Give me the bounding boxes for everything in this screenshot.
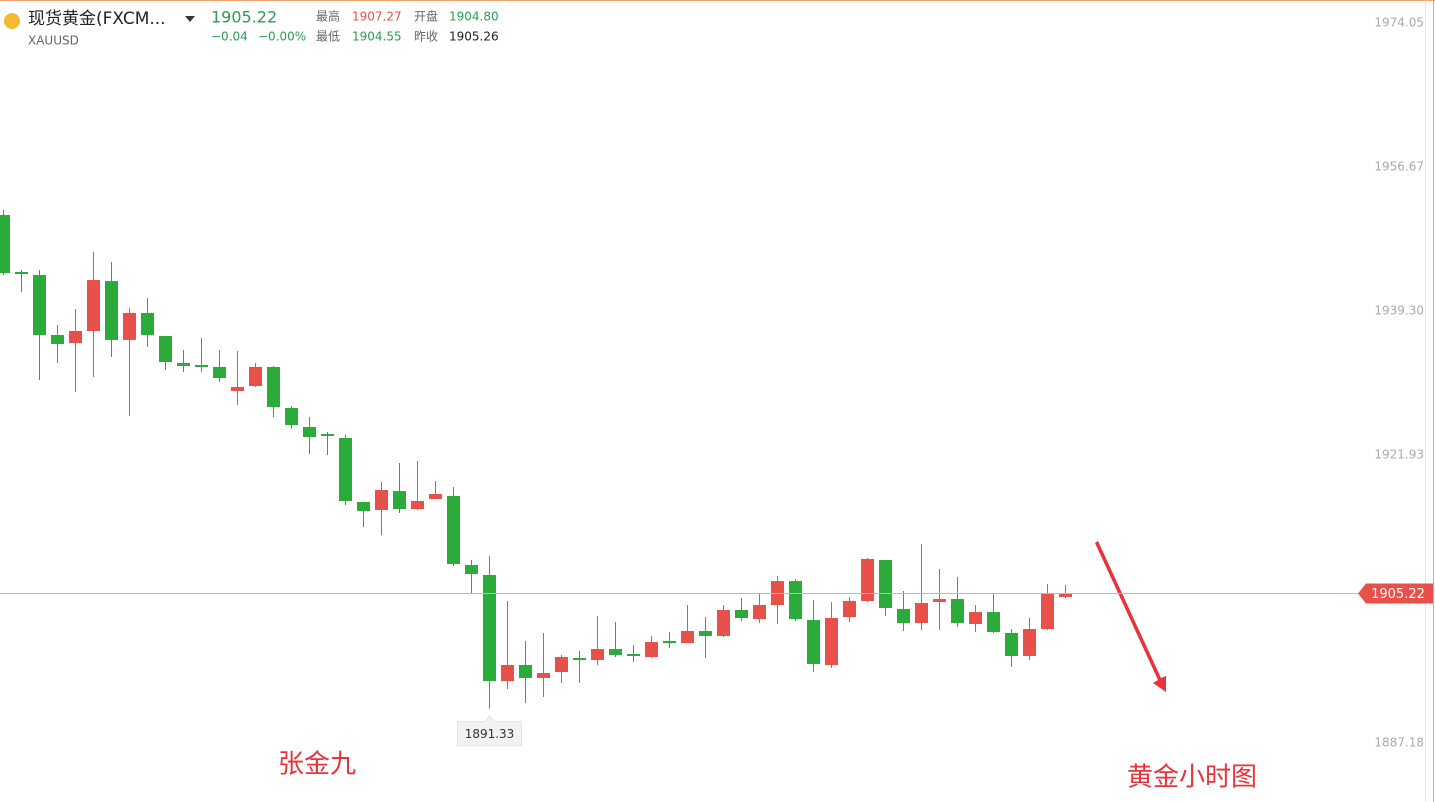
last-price-tag — [1358, 583, 1433, 604]
candle-body — [465, 564, 478, 574]
candle-body — [195, 364, 208, 367]
candle-body — [609, 649, 622, 655]
candle-body — [987, 612, 1000, 633]
candle-body — [843, 601, 856, 618]
candle-body — [141, 313, 154, 335]
candle-body — [303, 426, 316, 438]
candle-body — [735, 609, 748, 619]
candle-body — [807, 619, 820, 665]
candle-body — [429, 494, 442, 499]
candle-body — [951, 599, 964, 623]
candle-body — [1041, 593, 1054, 630]
y-tick-label: 1956.67 — [1374, 160, 1424, 174]
candle-body — [249, 366, 262, 387]
prev-close-label: 昨收 — [414, 30, 438, 44]
candle-body — [393, 491, 406, 510]
y-tick-label: 1921.93 — [1374, 447, 1424, 461]
min-label: 1891.33 — [465, 727, 515, 741]
candle-body — [213, 366, 226, 378]
candle-body — [159, 335, 172, 363]
candle-body — [267, 366, 280, 408]
low-value: 1904.55 — [352, 30, 402, 44]
candle-body — [177, 362, 190, 366]
open-label: 开盘 — [414, 9, 438, 24]
candle-body — [105, 281, 118, 340]
candle-body — [123, 313, 136, 340]
low-label: 最低 — [316, 30, 340, 44]
y-tick-label: 1939.30 — [1374, 304, 1424, 318]
candle-body — [555, 657, 568, 673]
y-tick-label: 1887.18 — [1374, 735, 1424, 749]
candle-body — [573, 658, 586, 661]
candle-body — [825, 618, 838, 665]
change: −0.04 — [211, 30, 248, 44]
min-label-box — [457, 714, 522, 747]
candle-body — [1059, 593, 1072, 597]
candle-body — [231, 387, 244, 392]
annotation: 黄金小时图 — [1127, 763, 1257, 793]
candle-body — [87, 280, 100, 332]
candle-body — [411, 500, 424, 510]
candle-body — [645, 642, 658, 658]
candle-body — [501, 664, 514, 681]
high-label: 最高 — [316, 9, 340, 24]
open-value: 1904.80 — [449, 10, 499, 24]
candle-body — [15, 271, 28, 274]
candle-body — [69, 331, 82, 344]
candle-body — [897, 608, 910, 623]
y-tick-label: 1974.05 — [1374, 16, 1424, 30]
candle-body — [753, 604, 766, 619]
change-pct: −0.00% — [258, 30, 306, 44]
candle-body — [789, 581, 802, 619]
candle-body — [375, 489, 388, 511]
candle-body — [663, 640, 676, 644]
candle-body — [717, 609, 730, 636]
candle-body — [285, 407, 298, 425]
candle-body — [519, 664, 532, 679]
last-price-label: 1905.22 — [1371, 587, 1425, 602]
candle-body — [33, 274, 46, 335]
annotation: 张金九 — [278, 750, 356, 780]
candle-body — [591, 649, 604, 661]
candle-body — [357, 501, 370, 512]
candle-body — [879, 559, 892, 608]
candle-body — [483, 574, 496, 681]
candle-body — [969, 612, 982, 624]
candle-body — [51, 334, 64, 345]
candle-body — [861, 558, 874, 602]
candle-body — [1005, 633, 1018, 656]
high-value: 1907.27 — [352, 10, 402, 24]
price: 1905.22 — [211, 8, 277, 27]
candle-body — [933, 599, 946, 603]
candle-body — [447, 496, 460, 564]
candle-body — [537, 673, 550, 679]
candle-body — [699, 631, 712, 636]
symbol: XAUUSD — [28, 34, 79, 48]
coin-icon — [4, 13, 20, 29]
candle-body — [339, 437, 352, 501]
prev-close-value: 1905.26 — [449, 30, 499, 44]
arrow — [1095, 541, 1166, 692]
dropdown-arrow[interactable] — [185, 16, 195, 22]
candle-body — [627, 653, 640, 656]
candle-body — [321, 434, 334, 437]
candle-body — [681, 631, 694, 644]
candle-body — [0, 214, 10, 273]
instrument-name[interactable]: 现货黄金(FXCM... — [28, 9, 166, 29]
candle-body — [1023, 629, 1036, 656]
candle-body — [915, 603, 928, 623]
